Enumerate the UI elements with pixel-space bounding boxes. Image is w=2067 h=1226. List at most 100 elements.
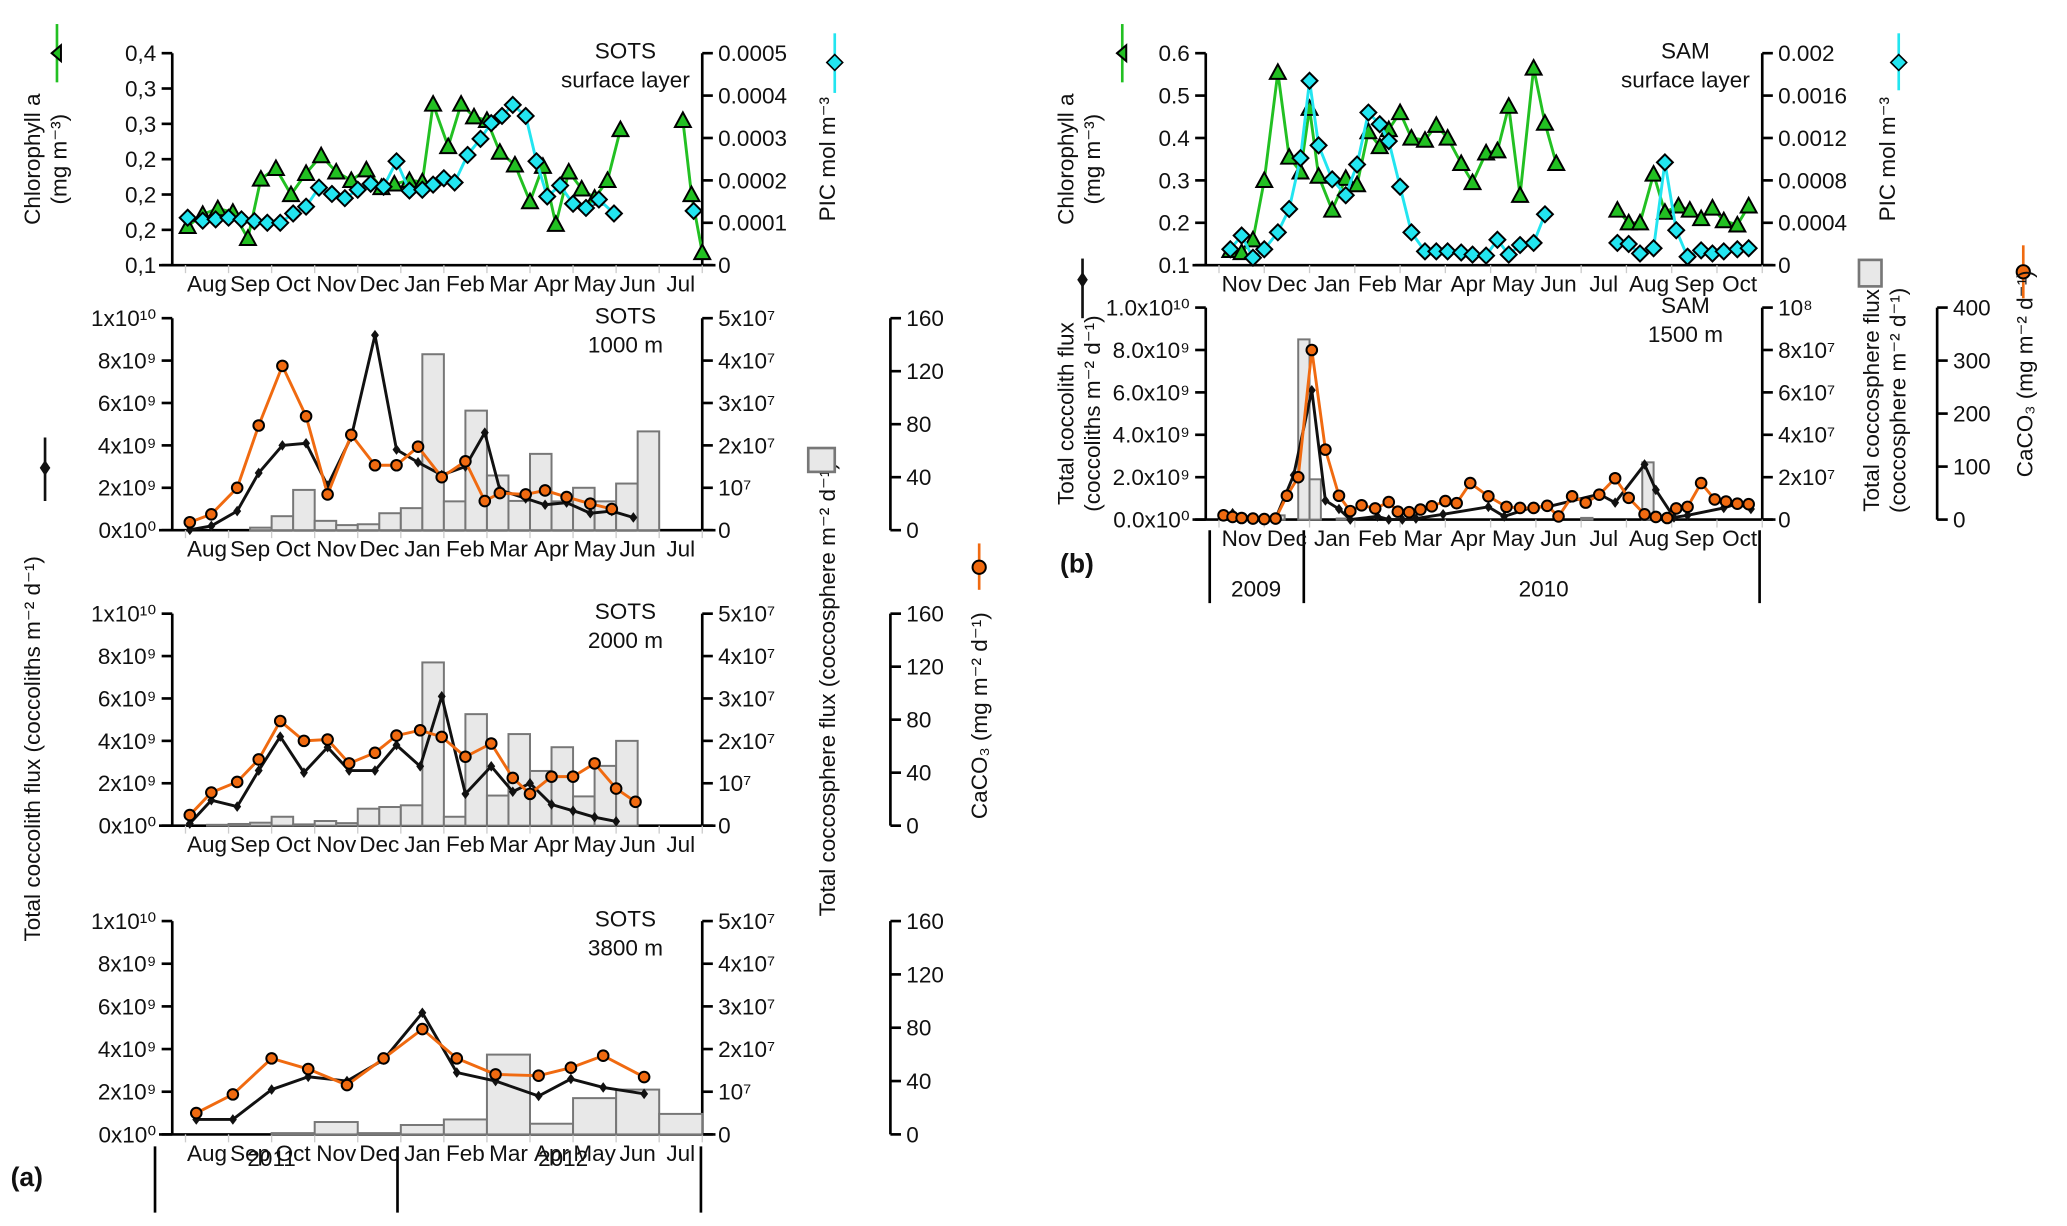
data-point-caco3: [545, 770, 558, 783]
data-point-chl: [610, 119, 631, 138]
data-point-caco3: [1291, 470, 1305, 484]
data-point-coccolith: [1651, 484, 1660, 496]
x-tick-label: Jan: [404, 272, 440, 297]
data-point-caco3: [1552, 510, 1565, 523]
data-point-caco3: [588, 757, 601, 770]
data-point-chl: [1691, 208, 1711, 227]
x-tick-label: Jul: [1589, 272, 1618, 297]
data-point-chl: [1714, 210, 1734, 229]
x-tick-label: Jan: [404, 537, 440, 562]
data-point-caco3: [523, 787, 537, 801]
y2-tick-label: 0.0005: [718, 41, 787, 66]
data-point-chl: [520, 191, 540, 210]
data-point-chl: [326, 161, 346, 180]
y-tick-label: 0.1: [1159, 253, 1190, 278]
bar: [1580, 516, 1594, 521]
y-tick-label: 0.5: [1159, 84, 1190, 109]
data-point-pic: [1630, 244, 1650, 263]
bar: [442, 500, 467, 532]
y-tick-label: 0.6: [1159, 41, 1190, 66]
panel-title: SAM: [1661, 38, 1710, 63]
bar: [356, 1132, 402, 1136]
data-point-chl: [438, 136, 458, 155]
data-point-caco3: [1565, 489, 1579, 503]
data-point-caco3: [252, 419, 265, 432]
bar: [1308, 478, 1322, 521]
data-point-pic: [1309, 136, 1328, 155]
y-tick-label: 1x10¹⁰: [91, 306, 156, 331]
data-point-coccolith: [276, 731, 285, 742]
data-point-coccolith: [599, 1082, 608, 1093]
y3-tick-label: 40: [906, 465, 931, 490]
data-point-chl: [1254, 170, 1274, 189]
x-tick-label: Feb: [446, 832, 485, 857]
data-point-pic: [445, 173, 464, 192]
data-point-chl: [1308, 166, 1329, 184]
x-tick-label: Nov: [316, 1141, 357, 1166]
data-point-pic: [1300, 71, 1319, 91]
data-point-pic: [1279, 199, 1299, 219]
x-tick-label: May: [573, 537, 616, 562]
x-tick-label: Jun: [1540, 272, 1576, 297]
y2-tick-label: 0.0008: [1778, 168, 1847, 193]
data-point-chl: [451, 94, 471, 112]
data-point-caco3: [629, 795, 642, 809]
data-point-coccolith: [1439, 508, 1448, 520]
data-point-caco3: [560, 490, 573, 504]
y-tick-label: 1.0x10¹⁰: [1106, 296, 1190, 321]
y3-tick-label: 0: [906, 1122, 919, 1147]
y3-tick-label: 160: [906, 602, 944, 627]
data-point-chl: [1739, 195, 1759, 214]
legend-chl-a: [50, 24, 62, 83]
y2-tick-label: 2x10⁷: [718, 729, 775, 754]
data-point-pic: [219, 208, 238, 228]
data-point-pic: [1243, 248, 1263, 268]
data-point-chl: [1655, 202, 1675, 220]
data-point-caco3: [1608, 471, 1622, 485]
bar: [572, 1097, 618, 1136]
y2-tick-label: 2x10⁷: [1778, 465, 1835, 490]
bar: [249, 821, 273, 827]
data-point-pic: [458, 145, 477, 165]
data-point-caco3: [252, 753, 265, 766]
x-tick-label: Apr: [534, 272, 570, 297]
x-tick-label: Mar: [489, 832, 528, 857]
data-point-caco3: [1719, 495, 1733, 508]
y3-tick-label: 100: [1953, 455, 1991, 480]
bar: [292, 488, 316, 532]
data-point-caco3: [1368, 502, 1382, 515]
bar: [615, 482, 639, 532]
x-tick-label: May: [573, 272, 616, 297]
x-tick-label: Jul: [666, 832, 695, 857]
data-point-pic: [309, 178, 329, 197]
data-point-caco3: [230, 775, 244, 789]
data-point-caco3: [1540, 499, 1554, 513]
legend-pic-b: [1889, 33, 1908, 91]
y3-tick-label: 120: [906, 962, 944, 987]
y-tick-label: 6x10⁹: [98, 391, 156, 416]
x-tick-label: Mar: [489, 1141, 528, 1166]
data-point-caco3: [189, 1106, 203, 1120]
bar: [270, 815, 295, 827]
legend-caco3-b: [2015, 245, 2031, 299]
y2-tick-label: 10⁷: [718, 771, 751, 796]
data-point-pic: [576, 198, 596, 218]
bar: [550, 746, 575, 827]
data-point-coccolith: [461, 788, 470, 800]
data-point-caco3: [1482, 489, 1495, 503]
panel-title: SOTS: [595, 906, 656, 931]
data-point-chl: [1487, 140, 1508, 159]
data-point-pic: [1476, 246, 1496, 266]
data-point-pic: [1347, 155, 1367, 174]
y2-tick-label: 5x10⁷: [718, 909, 775, 934]
data-point-pic: [374, 177, 393, 197]
data-point-coccolith: [299, 767, 308, 778]
bar: [464, 713, 488, 827]
y-tick-label: 8.0x10⁹: [1113, 338, 1190, 363]
data-point-pic: [1678, 247, 1697, 267]
data-point-pic: [1291, 148, 1310, 168]
data-point-caco3: [183, 515, 197, 529]
y2-tick-label: 0.0004: [718, 84, 787, 109]
data-point-caco3: [1527, 501, 1540, 515]
data-point-caco3: [265, 1052, 278, 1065]
